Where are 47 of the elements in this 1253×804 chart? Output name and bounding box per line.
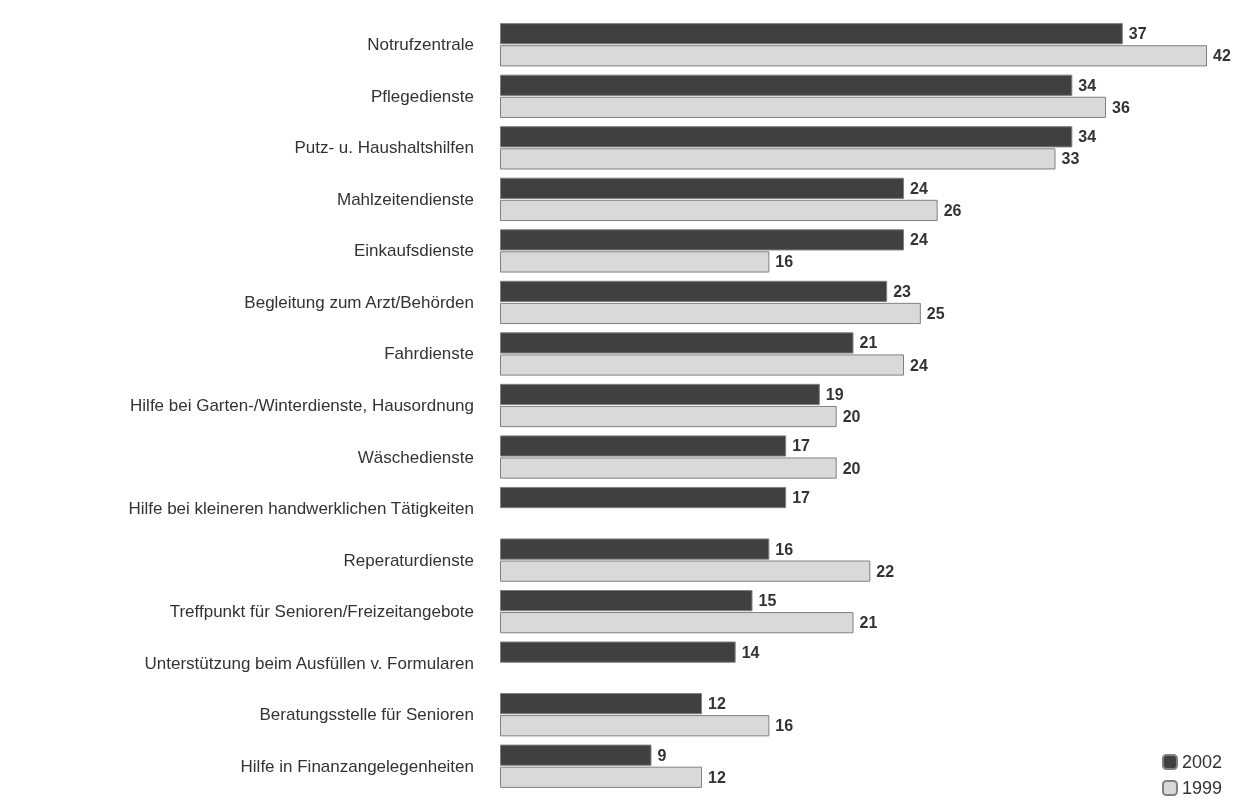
data-label: 17	[792, 437, 811, 455]
y-tick-label: Mahlzeitendienste	[336, 189, 474, 209]
data-label: 21	[859, 334, 878, 352]
data-label: 20	[842, 408, 861, 426]
data-label: 19	[825, 385, 844, 403]
legend-label: 2002	[1181, 752, 1222, 772]
data-label: 15	[758, 592, 777, 610]
y-tick-label: Notrufzentrale	[367, 35, 474, 55]
y-tick-label: Putz- u. Haushaltshilfen	[294, 138, 474, 158]
y-tick-label: Fahrdienste	[384, 344, 474, 364]
data-label: 24	[910, 179, 928, 197]
data-label: 17	[792, 489, 811, 507]
data-label: 20	[842, 459, 861, 477]
y-tick-label: Hilfe bei Garten-/Winterdienste, Hausordnung	[130, 396, 474, 415]
data-label: 34	[1078, 128, 1097, 146]
bar	[500, 486, 787, 509]
y-tick-label: Einkaufsdienste	[353, 241, 474, 261]
data-label: 34	[1078, 76, 1097, 94]
y-tick-label: Reperaturdienste	[343, 550, 474, 570]
data-label: 24	[910, 231, 928, 249]
data-label: 16	[775, 253, 794, 271]
data-label: 22	[876, 562, 895, 580]
y-tick-label: Hilfe in Finanzangelegenheiten	[240, 756, 474, 776]
data-label: 12	[708, 768, 726, 786]
data-label: 26	[943, 201, 962, 219]
data-label: 9	[657, 746, 667, 764]
y-tick-label: Wäschedienste	[357, 447, 474, 467]
y-tick-label: Pflegedienste	[370, 86, 474, 106]
legend-label: 1999	[1181, 778, 1222, 798]
y-tick-label: Beratungsstelle für Senioren	[259, 705, 474, 725]
data-label: 12	[708, 695, 726, 713]
data-label: 33	[1061, 150, 1080, 168]
y-tick-label: Hilfe bei kleineren handwerklichen Tätigkeiten	[128, 499, 474, 519]
y-tick-label: Treffpunkt für Senioren/Freizeitangebote	[169, 602, 474, 622]
data-label: 16	[775, 540, 794, 558]
data-label: 36	[1112, 98, 1130, 116]
data-label: 37	[1128, 25, 1147, 43]
y-tick-label: Begleitung zum Arzt/Behörden	[244, 292, 474, 312]
data-label: 23	[893, 282, 912, 300]
data-label: 42	[1213, 47, 1231, 65]
data-label: 25	[926, 304, 945, 322]
bar	[500, 641, 736, 663]
data-label: 16	[775, 717, 794, 735]
data-label: 21	[859, 614, 878, 632]
data-label: 14	[741, 643, 760, 661]
y-tick-label: Unterstützung beim Ausfüllen v. Formularen	[144, 653, 474, 673]
data-label: 24	[910, 356, 928, 374]
